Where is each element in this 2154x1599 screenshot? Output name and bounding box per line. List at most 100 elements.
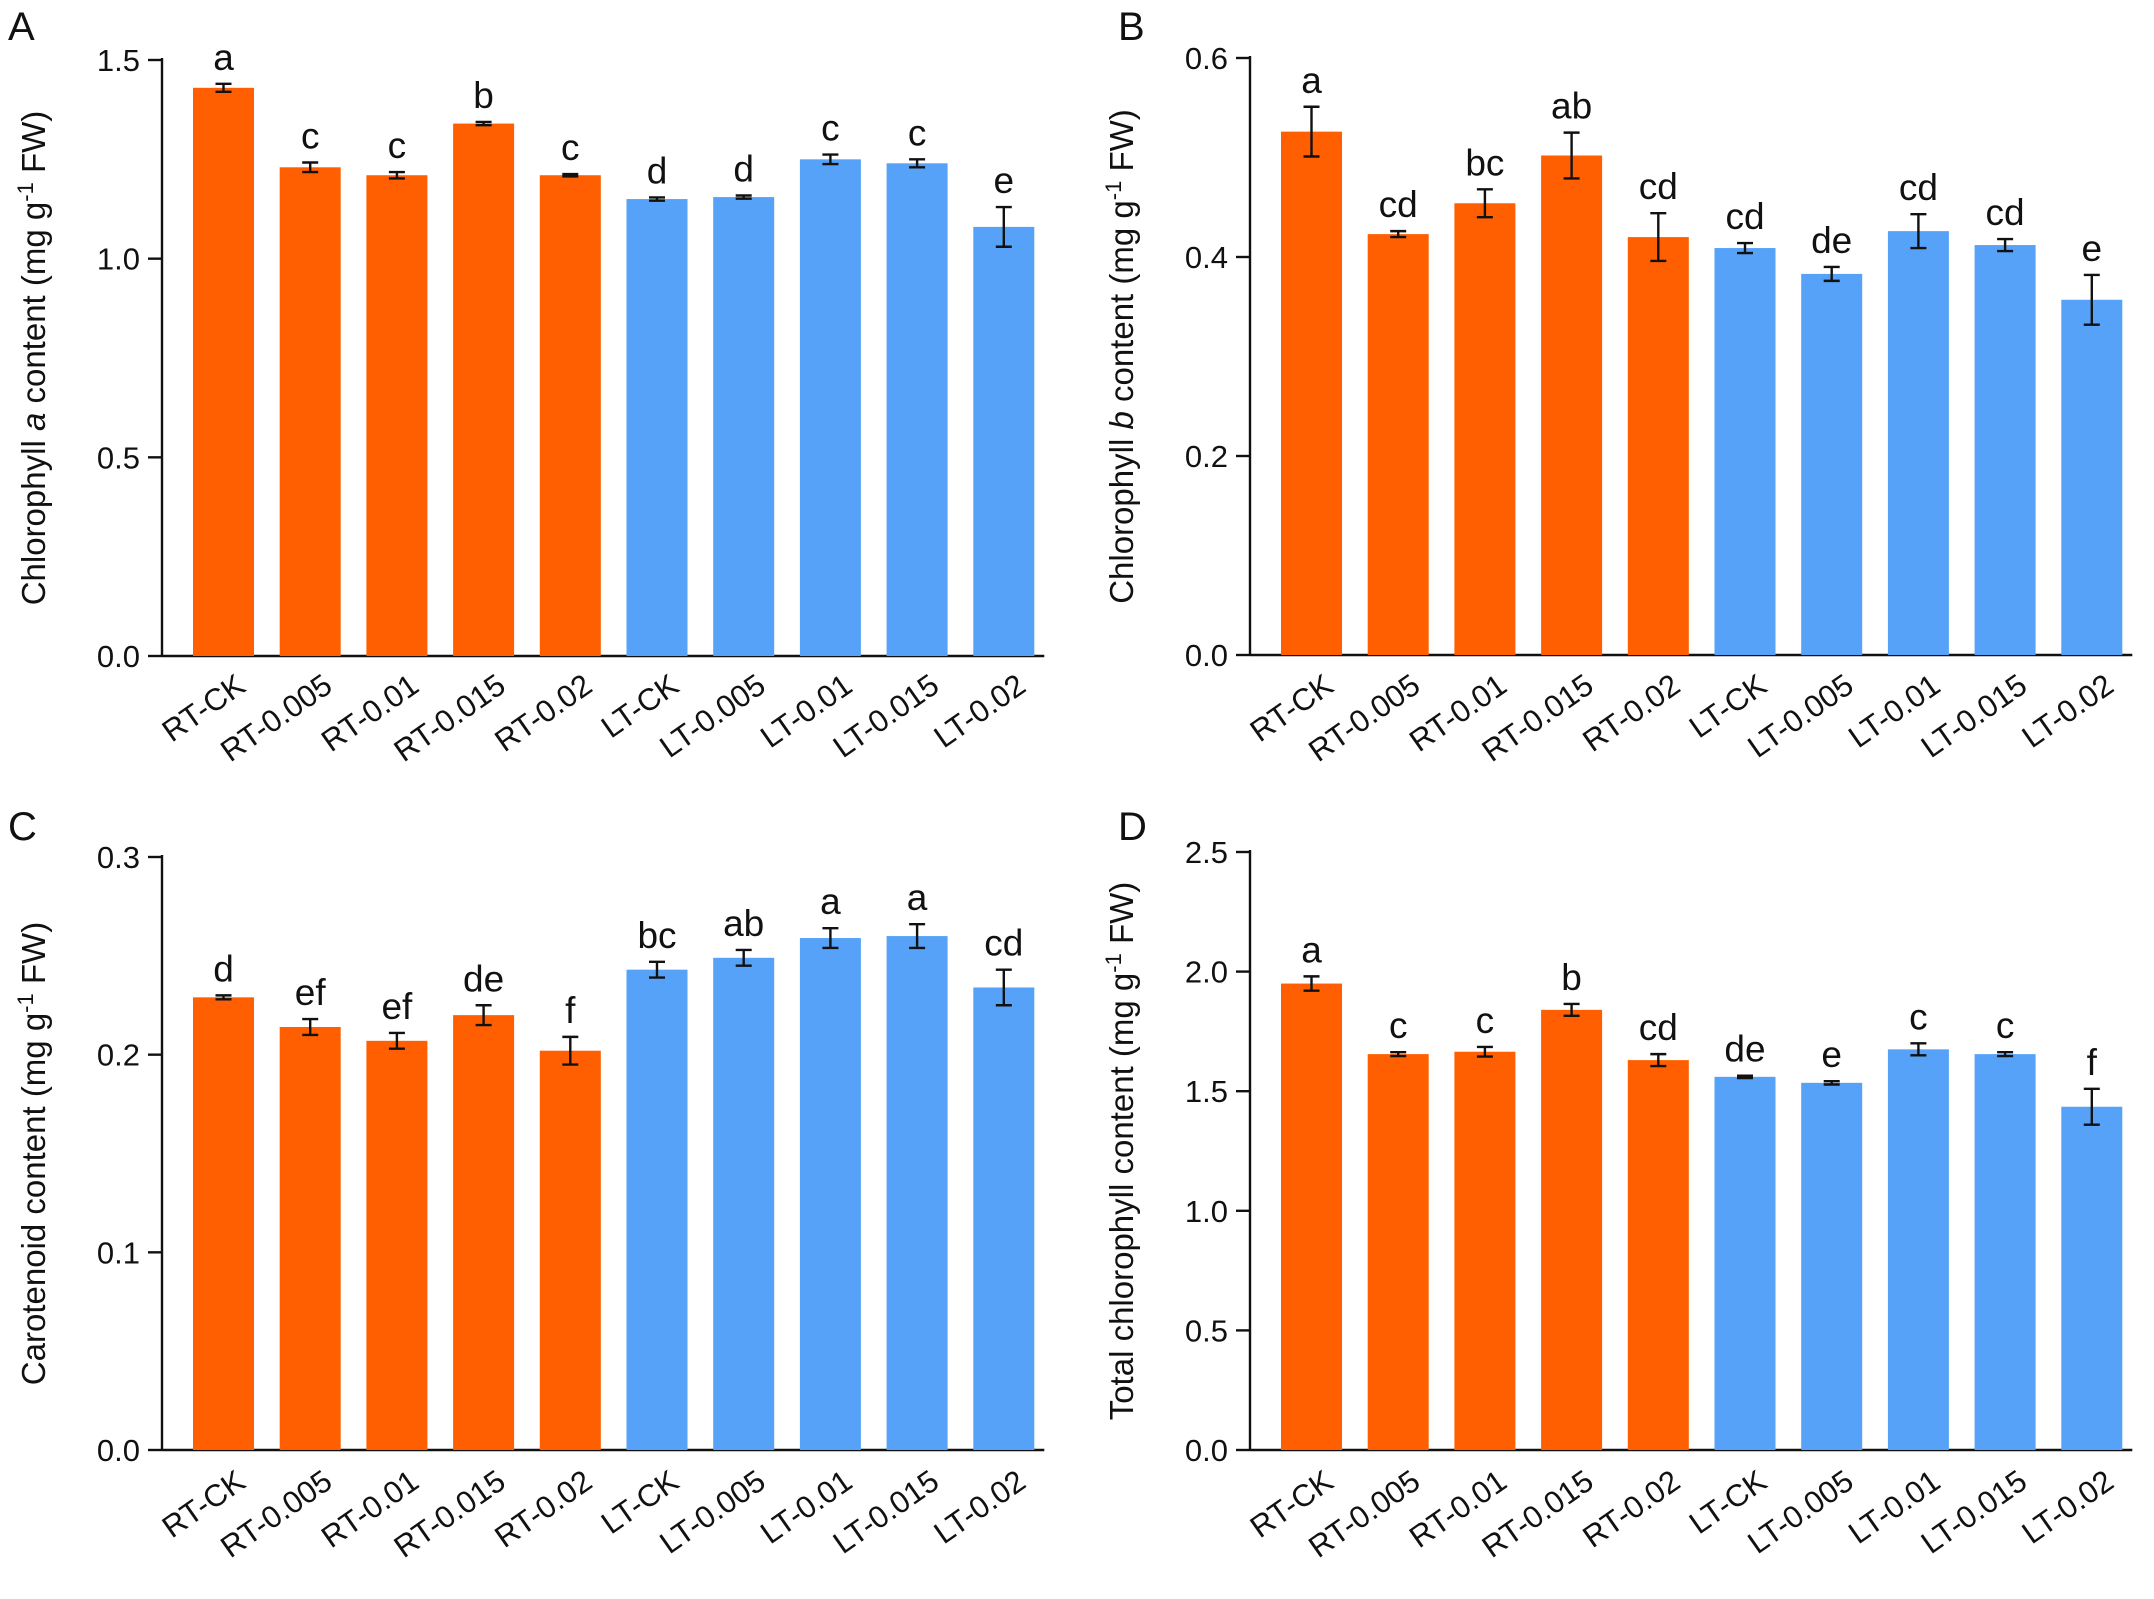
panel-d-error-bar [2083,1087,2100,1126]
panel-a-significance-letter: c [388,125,407,166]
panel-a-letter: A [8,5,35,49]
panel-d-error-bar [1910,1042,1927,1057]
panel-c-error-bar [995,968,1012,1007]
panel-c-y-axis-title: Carotenoid content (mg g-1 FW) [13,922,53,1385]
panel-b-bar-rt-ck [1281,131,1342,655]
panel-a-y-tick-label: 1.0 [97,242,140,277]
panel-c-significance-letter: d [213,948,234,989]
panel-d-significance-letter: e [1821,1034,1842,1075]
panel-d-error-bar [1737,1074,1753,1080]
panel-c-error-bar [822,926,839,950]
panel-b-y-axis-title: Chlorophyll b content (mg g-1 FW) [1101,109,1141,604]
panel-a-error-bar [475,120,492,127]
panel-c-bar-rt-0.01 [366,1040,428,1450]
panel-a-bar-rt-0.005 [279,167,341,656]
panel-d-bar-lt-ck [1714,1076,1776,1450]
panel-c-bar-rt-0.015 [453,1015,515,1450]
panel-a-y-tick-label: 0.5 [97,440,140,475]
panel-a-significance-letter: c [301,116,320,157]
panel-a-bar-lt-0.005 [713,197,775,656]
panel-d-significance-letter: b [1561,957,1582,998]
panel-c-error-bar [475,1004,492,1027]
panel-b-significance-letter: cd [1899,167,1938,208]
panel-c-letter: C [8,805,37,849]
panel-b-significance-letter: cd [1986,192,2025,233]
panel-d-error-bar [1650,1052,1667,1068]
panel-a-bar-rt-0.01 [366,175,428,656]
panel-b-error-bar [1823,265,1840,283]
panel-b-significance-letter: cd [1379,184,1418,225]
panel-d-error-bar [1563,1002,1580,1018]
panel-a-error-bar [735,194,752,200]
panel-d-bar-rt-0.01 [1454,1051,1516,1450]
panel-a-error-bar [909,158,926,169]
panel-c-error-bar [649,960,665,979]
panel-b-error-bar [1997,237,2014,253]
panel-d-significance-letter: c [1476,1000,1495,1041]
panel-b-significance-letter: bc [1465,142,1504,183]
panel-b-bar-lt-ck [1714,248,1776,656]
panel-a-significance-letter: d [733,148,754,189]
panel-c-bar-lt-0.01 [799,938,861,1450]
panel-b-bar-rt-0.015 [1541,155,1603,655]
panel-d-bar-rt-ck [1281,983,1342,1450]
panel-c-significance-letter: a [907,877,928,918]
panel-d-significance-letter: f [2087,1042,2098,1083]
panel-c-bar-lt-0.02 [973,987,1035,1450]
panel-d-significance-letter: c [1996,1005,2015,1046]
panel-c-significance-letter: ef [381,986,413,1027]
panel-b-bar-lt-0.005 [1801,273,1863,655]
panel-d-error-bar [1390,1051,1407,1058]
panel-d-error-bar [1476,1045,1493,1058]
panel-a-bar-lt-0.02 [973,226,1035,656]
panel-a-error-bar [562,172,579,178]
panel-c-error-bar [735,948,752,967]
panel-b-bar-rt-0.005 [1367,234,1429,656]
panel-b-error-bar [1390,229,1407,239]
panel-d-y-axis-title: Total chlorophyll content (mg g-1 FW) [1101,882,1141,1421]
panel-b-letter: B [1118,5,1145,49]
panel-d-significance-letter: a [1301,929,1322,970]
panel-b-error-bar [1650,212,1667,263]
panel-c-bar-rt-0.02 [539,1050,601,1450]
panel-c-bar-lt-0.005 [713,957,775,1450]
panel-c-chart: C 0.0 0.1 0.2 0.3 Carotenoid content (mg g-1 … [8,805,1045,1565]
panel-c-error-bar [562,1035,579,1066]
panel-d-bar-rt-0.02 [1627,1060,1689,1450]
panel-c-bar-lt-0.015 [886,936,948,1450]
panel-b-significance-letter: cd [1725,196,1764,237]
panel-a-bar-rt-ck [193,87,254,656]
panel-a-bar-lt-0.01 [799,159,861,657]
panel-d-error-bar [1997,1051,2014,1058]
panel-a-bar-lt-0.015 [886,163,948,656]
panel-c-significance-letter: ab [723,903,764,944]
panel-a-error-bar [995,205,1012,248]
panel-c-bar-rt-0.005 [279,1026,341,1450]
panel-d-significance-letter: c [1909,996,1928,1037]
panel-b-bar-rt-0.02 [1627,237,1689,655]
panel-a-significance-letter: a [213,37,234,78]
panel-c-y-tick-label: 0.3 [97,840,140,875]
panel-c-significance-letter: f [565,990,576,1031]
panel-d-y-tick-label: 0.5 [1185,1313,1228,1348]
panel-c-significance-letter: de [463,958,504,999]
panel-a-error-bar [215,82,232,93]
panel-b-error-bar [1476,188,1493,219]
panel-a-bar-rt-0.02 [539,175,601,656]
panel-b-significance-letter: a [1301,60,1322,101]
panel-b-y-tick-label: 0.6 [1185,41,1228,76]
panel-b-y-tick-label: 0.4 [1185,240,1228,275]
panel-a-bar-lt-ck [626,199,688,657]
panel-b-bar-lt-0.015 [1974,245,2036,655]
panel-d-error-bar [1303,975,1320,992]
panel-a-significance-letter: b [473,75,494,116]
panel-a-significance-letter: c [561,127,580,168]
panel-d-significance-letter: c [1389,1005,1408,1046]
panel-d-y-tick-label: 1.5 [1185,1074,1228,1109]
panel-b-significance-letter: cd [1639,166,1678,207]
panel-a-error-bar [388,170,405,180]
panel-a-significance-letter: d [647,150,668,191]
panel-c-significance-letter: ef [295,972,327,1013]
